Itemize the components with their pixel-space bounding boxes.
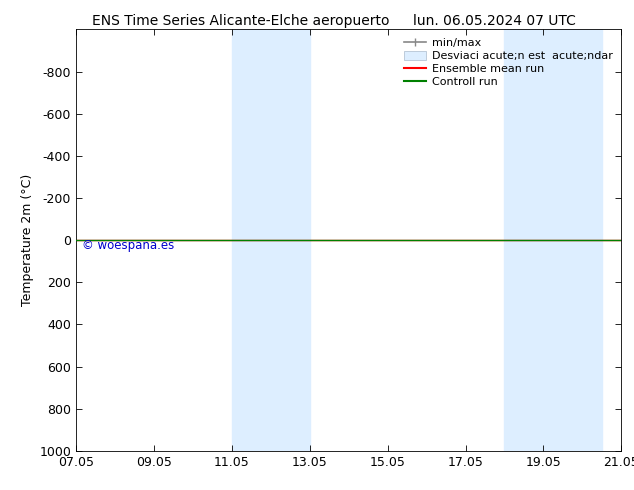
Legend: min/max, Desviaci acute;n est  acute;ndar, Ensemble mean run, Controll run: min/max, Desviaci acute;n est acute;ndar… xyxy=(401,35,616,90)
Text: © woespana.es: © woespana.es xyxy=(82,239,174,252)
Bar xyxy=(232,29,310,451)
Y-axis label: Temperature 2m (°C): Temperature 2m (°C) xyxy=(21,174,34,306)
Text: ENS Time Series Alicante-Elche aeropuerto: ENS Time Series Alicante-Elche aeropuert… xyxy=(92,14,390,28)
Bar xyxy=(505,29,602,451)
Text: lun. 06.05.2024 07 UTC: lun. 06.05.2024 07 UTC xyxy=(413,14,576,28)
